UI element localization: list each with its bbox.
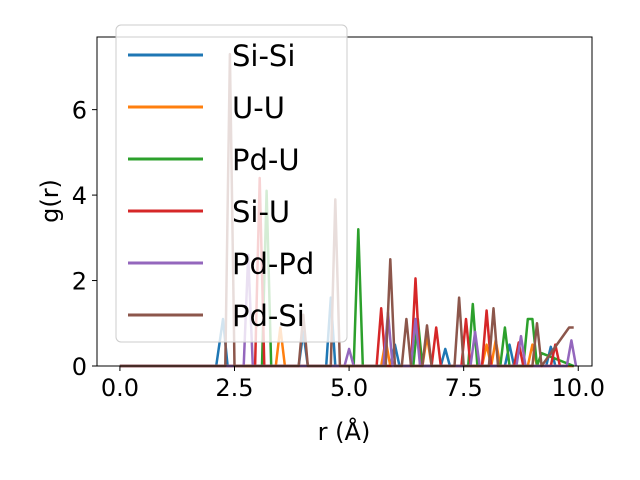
y-tick-label: 2 bbox=[72, 268, 87, 296]
y-tick-label: 0 bbox=[72, 353, 87, 381]
legend-label-pd-u: Pd-U bbox=[232, 143, 300, 177]
x-tick-label: 2.5 bbox=[215, 374, 253, 402]
legend-label-si-u: Si-U bbox=[232, 195, 290, 229]
x-tick-label: 7.5 bbox=[445, 374, 483, 402]
legend-label-u-u: U-U bbox=[232, 91, 285, 125]
legend: Si-Si U-U Pd-U Si-U Pd-Pd Pd-Si bbox=[115, 24, 348, 343]
y-axis: 0 2 4 6 bbox=[72, 97, 97, 381]
y-tick-label: 4 bbox=[72, 182, 87, 210]
x-tick-label: 0.0 bbox=[101, 374, 139, 402]
x-tick-label: 10.0 bbox=[552, 374, 605, 402]
x-axis-label: r (Å) bbox=[318, 417, 371, 446]
y-axis-label: g(r) bbox=[36, 179, 64, 223]
y-tick-label: 6 bbox=[72, 97, 87, 125]
legend-label-pd-pd: Pd-Pd bbox=[232, 247, 314, 281]
legend-label-pd-si: Pd-Si bbox=[232, 299, 305, 333]
legend-label-si-si: Si-Si bbox=[232, 39, 295, 73]
x-axis: 0.0 2.5 5.0 7.5 10.0 bbox=[101, 366, 605, 402]
x-tick-label: 5.0 bbox=[330, 374, 368, 402]
